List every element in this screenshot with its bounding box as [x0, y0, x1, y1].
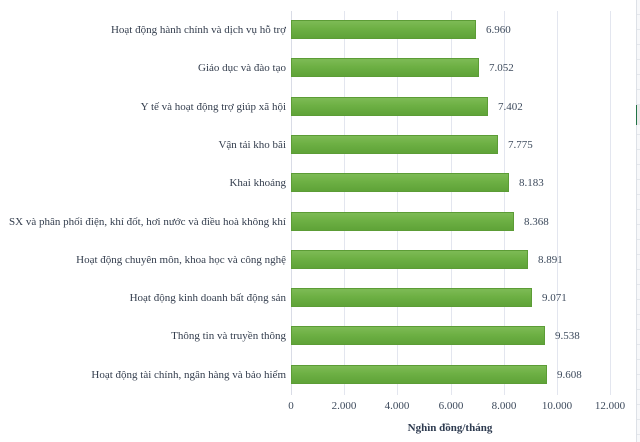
value-label: 8.891 [538, 254, 563, 266]
gridline [344, 11, 345, 395]
bar [291, 288, 532, 307]
value-label: 7.775 [508, 139, 533, 151]
bar [291, 20, 476, 39]
category-label: Giáo dục và đào tạo [198, 62, 286, 74]
y-axis-line [291, 11, 292, 395]
category-label: Hoạt động hành chính và dịch vụ hỗ trợ [110, 24, 286, 36]
gridline [557, 11, 558, 395]
x-axis-title: Nghìn đồng/tháng [407, 422, 493, 434]
x-tick-label: 2.000 [331, 400, 357, 412]
category-label: Hoạt động kinh doanh bất động sản [129, 292, 286, 304]
x-tick-label: 4.000 [384, 400, 410, 412]
bar [291, 135, 498, 154]
bar [291, 250, 528, 269]
x-tick-label: 12.000 [594, 400, 626, 412]
bar [291, 97, 488, 116]
category-label: Vận tải kho bãi [218, 139, 286, 151]
bar [291, 212, 514, 231]
x-tick-label: 10.000 [541, 400, 573, 412]
value-label: 9.538 [555, 330, 580, 342]
bar [291, 173, 509, 192]
value-label: 8.368 [524, 216, 549, 228]
gridline [610, 11, 611, 395]
value-label: 9.608 [557, 369, 582, 381]
gridline [397, 11, 398, 395]
x-tick-label: 6.000 [438, 400, 464, 412]
category-label: Hoạt động tài chính, ngân hàng và bảo hi… [91, 369, 286, 381]
x-tick-label: 8.000 [491, 400, 517, 412]
gridline [504, 11, 505, 395]
bar [291, 365, 547, 384]
spreadsheet-selected-cell [636, 105, 640, 125]
value-label: 7.052 [489, 62, 514, 74]
value-label: 7.402 [498, 101, 523, 113]
category-label: SX và phân phối điện, khí đốt, hơi nước … [9, 216, 286, 228]
category-label: Khai khoáng [229, 177, 286, 189]
x-tick-label: 0 [288, 400, 294, 412]
value-label: 6.960 [486, 24, 511, 36]
value-label: 8.183 [519, 177, 544, 189]
category-label: Thông tin và truyền thông [171, 330, 286, 342]
category-label: Hoạt động chuyên môn, khoa học và công n… [76, 254, 286, 266]
bar [291, 58, 479, 77]
spreadsheet-edge [636, 0, 640, 442]
category-label: Y tế và hoạt động trợ giúp xã hội [140, 101, 286, 113]
value-label: 9.071 [542, 292, 567, 304]
bar [291, 326, 545, 345]
gridline [451, 11, 452, 395]
